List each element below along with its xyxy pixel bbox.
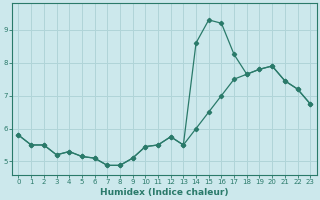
X-axis label: Humidex (Indice chaleur): Humidex (Indice chaleur): [100, 188, 228, 197]
